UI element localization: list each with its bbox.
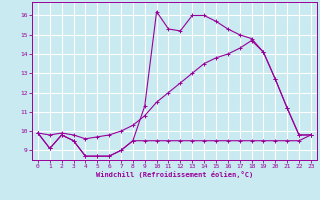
X-axis label: Windchill (Refroidissement éolien,°C): Windchill (Refroidissement éolien,°C) bbox=[96, 171, 253, 178]
